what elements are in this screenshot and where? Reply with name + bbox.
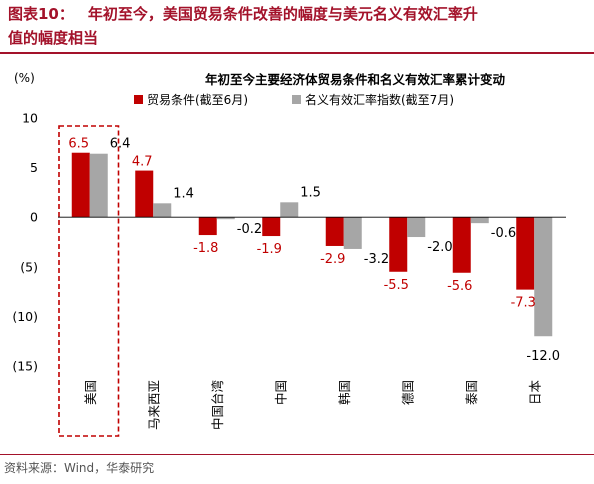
legend-swatch	[292, 95, 301, 104]
y-tick-label: 5	[30, 160, 38, 175]
value-label-trade-terms: -1.9	[257, 242, 282, 257]
value-label-trade-terms: -2.9	[320, 252, 345, 267]
figure-title: 年初至今，美国贸易条件改善的幅度与美元名义有效汇率升	[87, 5, 478, 23]
bar-trade-terms	[198, 217, 217, 236]
header-divider	[0, 52, 594, 54]
highlight-box	[58, 125, 120, 437]
bar-trade-terms	[516, 217, 535, 290]
figure-label: 图表10：	[8, 5, 74, 23]
value-label-neer: 1.5	[300, 185, 321, 200]
legend: 贸易条件(截至6月) 名义有效汇率指数(截至7月)	[134, 92, 454, 107]
value-label-trade-terms: -5.6	[447, 279, 472, 294]
bar-neer	[216, 217, 235, 220]
highlight-group	[58, 125, 120, 437]
x-tick: 韩国	[337, 380, 352, 405]
bar-neer	[470, 217, 489, 224]
y-axis: 10 5 0 (5) (10) (15)	[12, 111, 38, 374]
value-label-neer: 6.4	[110, 137, 131, 152]
source-note: 资料来源：Wind，华泰研究	[4, 461, 155, 475]
y-tick-label: 0	[30, 210, 38, 225]
x-axis: 美国 马来西亚 中国台湾 中国 韩国 德国 泰国 日本	[58, 216, 566, 430]
value-label-trade-terms: -7.3	[511, 296, 536, 311]
x-tick: 泰国	[464, 380, 479, 405]
bar-trade-terms	[389, 217, 408, 272]
y-tick-label: 10	[22, 111, 38, 126]
legend-swatch	[134, 95, 143, 104]
value-label-neer: -2.0	[427, 240, 452, 255]
value-label-trade-terms: 4.7	[132, 155, 153, 170]
x-tick: 美国	[83, 380, 98, 405]
x-tick-label: 日本	[527, 380, 542, 406]
x-tick-label: 韩国	[337, 380, 352, 405]
x-tick-label: 马来西亚	[146, 380, 161, 430]
value-label-neer: -3.2	[364, 252, 389, 267]
bar-neer	[407, 217, 426, 238]
value-label-trade-terms: -1.8	[193, 241, 218, 256]
bar-trade-terms	[262, 217, 281, 237]
x-tick-label: 美国	[83, 380, 98, 405]
x-tick-label: 德国	[400, 380, 415, 405]
bar-neer	[153, 203, 172, 218]
legend-label: 贸易条件(截至6月)	[147, 93, 248, 107]
x-tick: 中国	[273, 380, 288, 405]
value-label-trade-terms: 6.5	[68, 137, 89, 152]
bar-neer	[534, 217, 553, 337]
y-tick-label: (10)	[12, 309, 38, 324]
x-tick: 马来西亚	[146, 380, 161, 430]
x-tick: 中国台湾	[210, 380, 225, 430]
bar-trade-terms	[71, 152, 90, 218]
y-axis-unit-label: (%)	[14, 71, 35, 85]
bar-trade-terms	[135, 170, 154, 218]
value-label-neer: -0.2	[237, 222, 262, 237]
bar-trade-terms	[452, 217, 471, 273]
value-label-neer: -12.0	[526, 349, 560, 364]
value-label-trade-terms: -5.5	[384, 278, 409, 293]
figure-header: 图表10： 年初至今，美国贸易条件改善的幅度与美元名义有效汇率升 值的幅度相当	[0, 0, 594, 52]
legend-label: 名义有效汇率指数(截至7月)	[305, 92, 454, 107]
value-label-neer: -0.6	[491, 226, 516, 241]
x-tick-label: 中国台湾	[210, 380, 225, 430]
bar-neer	[280, 202, 299, 218]
y-tick-label: (5)	[20, 259, 38, 274]
figure-title-line1: 图表10： 年初至今，美国贸易条件改善的幅度与美元名义有效汇率升	[8, 4, 478, 25]
figure-title-line2: 值的幅度相当	[8, 29, 99, 47]
value-labels: 6.5 6.44.7 1.4 -1.8 -0.2 -1.9 1.5 -2.9 -3.2 -5.5 -…	[68, 137, 560, 365]
value-label-neer: 1.4	[173, 186, 194, 201]
chart-title: 年初至今主要经济体贸易条件和名义有效汇率累计变动	[205, 72, 506, 87]
bar-neer	[343, 217, 362, 249]
x-tick: 德国	[400, 380, 415, 405]
x-tick: 日本	[527, 380, 542, 406]
y-tick-label: (15)	[12, 359, 38, 374]
footer-divider	[0, 454, 594, 455]
x-tick-label: 中国	[273, 380, 288, 405]
chart: 年初至今主要经济体贸易条件和名义有效汇率累计变动 (%) 贸易条件(截至6月) 名…	[12, 71, 566, 437]
x-tick-label: 泰国	[464, 380, 479, 405]
bar-trade-terms	[325, 217, 344, 246]
bars	[71, 152, 553, 337]
bar-neer	[89, 153, 108, 218]
